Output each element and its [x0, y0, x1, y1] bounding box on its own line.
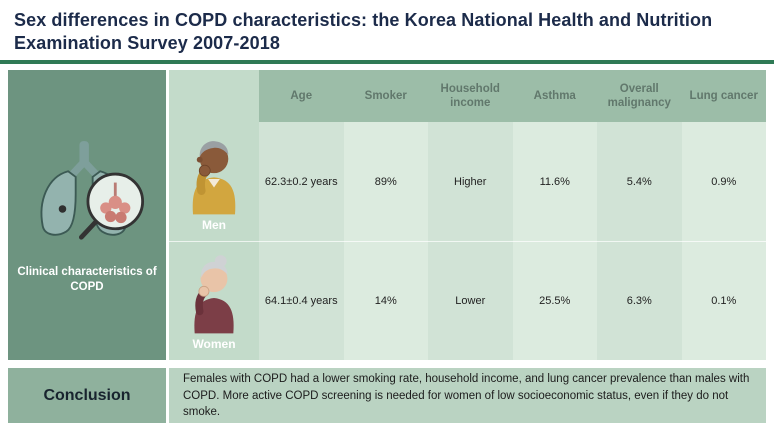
man-illustration-icon — [192, 140, 236, 214]
column-header-overall-malignancy: Overall malignancy — [597, 70, 682, 123]
page-title: Sex differences in COPD characteristics:… — [14, 10, 713, 54]
column-header-lung-cancer: Lung cancer — [681, 70, 766, 123]
column-header-household-income: Household income — [428, 70, 513, 123]
cell-women-smoker: 14% — [343, 241, 428, 361]
lungs-magnifier-icon — [40, 140, 145, 240]
cell-men-overall-malignancy: 5.4% — [597, 122, 682, 242]
characteristics-table: Age Smoker Household income Asthma Overa… — [169, 70, 766, 361]
column-header-age: Age — [259, 70, 344, 123]
column-header-smoker: Smoker — [343, 70, 428, 123]
men-label: Men — [202, 217, 226, 232]
conclusion-text: Females with COPD had a lower smoking ra… — [169, 368, 766, 424]
cell-men-household-income: Higher — [428, 122, 513, 242]
cell-women-overall-malignancy: 6.3% — [597, 241, 682, 361]
cell-women-household-income: Lower — [428, 241, 513, 361]
cell-men-age: 62.3±0.2 years — [259, 122, 344, 242]
title-divider — [0, 60, 774, 65]
conclusion-label: Conclusion — [8, 368, 166, 424]
cell-women-lung-cancer: 0.1% — [681, 241, 766, 361]
cell-women-asthma: 25.5% — [512, 241, 597, 361]
woman-illustration-icon — [194, 255, 234, 334]
women-row-header: Women — [169, 241, 259, 361]
cell-men-lung-cancer: 0.9% — [681, 122, 766, 242]
women-label: Women — [192, 337, 236, 352]
main-panel: Clinical characteristics of COPD Age Smo… — [8, 70, 766, 361]
cell-men-smoker: 89% — [343, 122, 428, 242]
sidebar-label: Clinical characteristics of COPD — [17, 265, 157, 294]
table-corner-cell — [169, 70, 259, 123]
cell-men-asthma: 11.6% — [512, 122, 597, 242]
cell-women-age: 64.1±0.4 years — [259, 241, 344, 361]
header: Sex differences in COPD characteristics:… — [0, 0, 774, 60]
sidebar-clinical-characteristics: Clinical characteristics of COPD — [8, 70, 166, 361]
conclusion-section: Conclusion Females with COPD had a lower… — [8, 368, 766, 424]
men-row-header: Men — [169, 122, 259, 242]
column-header-asthma: Asthma — [512, 70, 597, 123]
